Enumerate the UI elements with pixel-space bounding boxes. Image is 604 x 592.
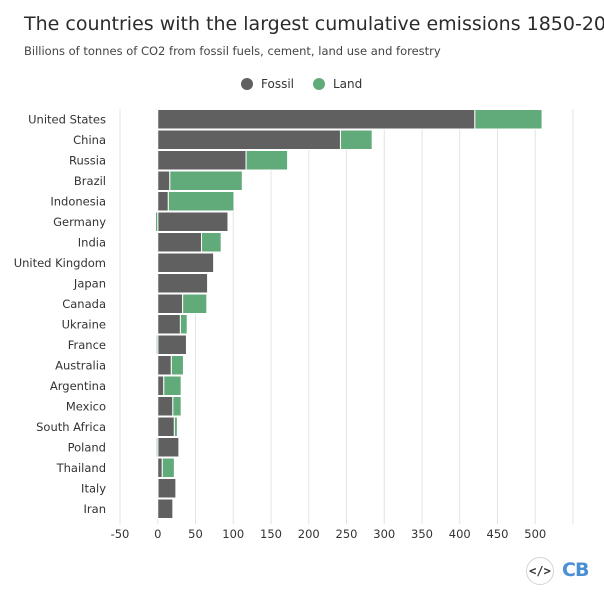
bar-land (169, 170, 243, 191)
category-label: Brazil (74, 174, 106, 188)
bar-fossil (157, 375, 165, 396)
bar-fossil (157, 109, 476, 130)
chart-area: -50 0 50 100 150 200 250 300 350 400 450 500 United … (14, 109, 574, 541)
bar-land (154, 211, 159, 232)
chart-title: The countries with the largest cumulativ… (24, 13, 604, 35)
bar-fossil (157, 334, 187, 355)
category-label: Canada (62, 297, 106, 311)
bar-fossil (157, 416, 175, 437)
category-label: Iran (84, 502, 106, 516)
category-label: Australia (55, 358, 106, 372)
bar-fossil (157, 396, 174, 417)
category-label: United States (28, 112, 106, 126)
x-tick-label: 300 (373, 527, 395, 541)
bar-fossil (157, 191, 169, 212)
bar-land (201, 232, 222, 253)
bar-land (163, 375, 182, 396)
chart-subtitle: Billions of tonnes of CO2 from fossil fu… (24, 44, 441, 58)
legend-item-land: Land (313, 77, 362, 91)
bar-land (161, 457, 175, 478)
bar-fossil (157, 314, 181, 335)
bar-fossil (157, 211, 229, 232)
x-tick-label: 0 (154, 527, 161, 541)
x-tick-label: 350 (411, 527, 433, 541)
bar-fossil (157, 170, 171, 191)
x-tick-label: 100 (222, 527, 244, 541)
category-label: France (68, 338, 106, 352)
bar-fossil (157, 252, 215, 273)
bar-land (167, 191, 235, 212)
x-tick-label: 50 (188, 527, 203, 541)
category-label: Mexico (66, 399, 106, 413)
x-tick-label: 250 (336, 527, 358, 541)
legend-item-fossil: Fossil (241, 77, 294, 91)
bar-fossil (157, 129, 341, 150)
bar-fossil (157, 150, 247, 171)
category-label: South Africa (36, 420, 106, 434)
category-label: Italy (81, 481, 106, 495)
bar-fossil (157, 232, 203, 253)
bar-land (170, 355, 184, 376)
x-tick-label: 400 (449, 527, 471, 541)
legend-label-fossil: Fossil (261, 77, 294, 91)
bar-fossil (157, 457, 163, 478)
category-label: India (78, 235, 106, 249)
bar-land (156, 478, 159, 499)
bar-land (182, 293, 208, 314)
bar-land (245, 150, 289, 171)
category-label: Germany (53, 215, 106, 229)
bar-land (474, 109, 543, 130)
bar-fossil (157, 355, 172, 376)
x-tick-label: 500 (524, 527, 546, 541)
bar-fossil (157, 498, 174, 519)
category-label: Russia (69, 153, 106, 167)
embed-icon[interactable]: </> (526, 557, 554, 585)
legend-label-land: Land (333, 77, 363, 91)
legend: Fossil Land (0, 77, 604, 93)
x-tick-label: -50 (111, 527, 130, 541)
x-tick-label: 450 (487, 527, 509, 541)
bar-fossil (157, 437, 180, 458)
category-label: Japan (73, 276, 106, 290)
category-label: Ukraine (62, 317, 106, 331)
bar-land (155, 334, 159, 355)
bar-land (155, 437, 159, 458)
bar-land (172, 396, 182, 417)
legend-swatch-land (313, 78, 325, 90)
category-label: Poland (68, 440, 106, 454)
bar-fossil (157, 293, 184, 314)
category-label: Thailand (56, 461, 106, 475)
category-label: China (73, 133, 106, 147)
category-label: United Kingdom (14, 256, 106, 270)
carbon-brief-logo: CB (562, 559, 589, 581)
x-tick-label: 200 (298, 527, 320, 541)
category-label: Indonesia (50, 194, 106, 208)
bar-land (173, 416, 178, 437)
bar-land (339, 129, 373, 150)
bar-land (179, 314, 188, 335)
bar-fossil (157, 478, 177, 499)
x-tick-label: 150 (260, 527, 282, 541)
legend-swatch-fossil (241, 78, 253, 90)
bar-fossil (157, 273, 209, 294)
category-label: Argentina (50, 379, 106, 393)
